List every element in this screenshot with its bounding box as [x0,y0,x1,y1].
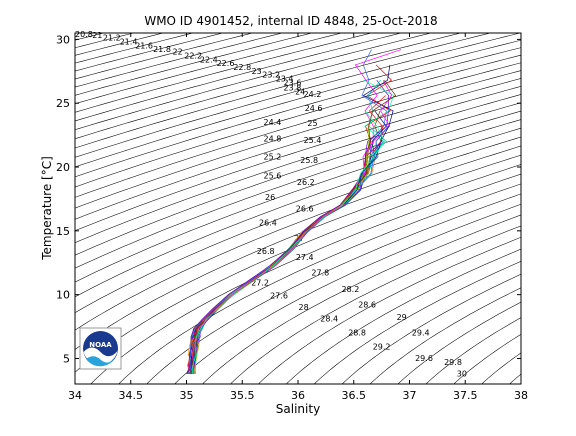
profile-line [187,205,340,373]
density-contour-label: 20.8 [75,30,93,39]
density-contour-label: 28.6 [358,300,376,309]
density-contour-label: 29.6 [415,354,433,363]
density-contour-label: 26 [265,193,275,202]
density-contour-label: 26.4 [259,219,277,228]
profile-line [193,205,343,373]
density-contour-label: 29.2 [373,343,391,352]
profile-line [188,190,354,374]
profile-line [187,205,341,373]
profile-line [190,142,383,374]
profile-line [190,157,369,374]
density-contour-line [0,27,516,391]
density-contour-label: 21 [92,31,102,40]
x-tick-label: 36.5 [342,389,367,402]
density-contour-label: 29.4 [412,329,430,338]
density-contour-line [336,27,576,391]
profile-line [190,217,325,374]
chart-title: WMO ID 4901452, internal ID 4848, 25-Oct… [144,14,437,28]
density-contour-label: 28 [299,303,309,312]
density-contour-label: 26.8 [257,247,275,256]
profile-line [190,249,291,374]
density-contour-label: 21.8 [153,45,171,54]
density-contour-line [503,27,576,391]
density-contour-label: 28.4 [320,315,338,324]
density-contour-label: 25 [307,119,317,128]
density-contour-label: 22.4 [200,55,218,64]
profile-line [191,50,387,374]
density-contour-label: 24.8 [263,135,281,144]
density-contour-label: 22.6 [217,59,235,68]
density-contour-label: 26.2 [297,178,315,187]
density-contour-label: 25.6 [263,172,281,181]
density-contour-line [57,27,576,391]
x-tick-label: 35.5 [230,389,255,402]
x-tick-label: 34 [68,389,82,402]
density-contour-label: 22.8 [233,63,251,72]
density-contour-label: 25.2 [263,152,281,161]
profile-line [188,65,392,374]
x-axis-label: Salinity [276,402,320,416]
density-contour-label: 24.6 [305,104,323,113]
density-contour-line [85,27,576,391]
density-contour-label: 22 [173,48,183,57]
density-contour-line [113,27,576,391]
density-contour-label: 23 [252,67,262,76]
noaa-logo: NOAA [80,328,121,369]
density-contour-line [0,27,10,391]
density-contour-label: 27.4 [296,253,314,262]
profile-lines [187,50,401,374]
density-contour-label: 29.8 [444,358,462,367]
density-contour-label: 30 [457,369,467,378]
density-contour-label: 21.2 [103,34,121,43]
profile-line [188,173,366,373]
x-tick-label: 35 [180,389,194,402]
y-tick-label: 30 [56,33,70,46]
density-contour-line [0,27,40,391]
x-tick-label: 37.5 [453,389,478,402]
y-tick-label: 5 [63,352,70,365]
y-tick-label: 15 [56,225,70,238]
density-contour-line [168,27,576,391]
density-contour-label: 26.6 [296,205,314,214]
density-contour-label: 28.8 [348,329,366,338]
density-contour-label: 28.2 [341,285,359,294]
logo-text: NOAA [89,341,112,349]
density-contour-label: 27.6 [270,292,288,301]
density-contour-label: 27.8 [311,269,329,278]
density-contour-line [558,27,576,391]
profile-line [191,190,357,374]
density-contour-label: 25.4 [304,136,322,145]
y-tick-label: 25 [56,97,70,110]
density-contour-line [0,27,249,391]
profile-line [189,205,341,373]
density-contour-line [364,27,576,391]
density-contour-label: 24.2 [304,90,322,99]
profile-line [190,249,290,374]
x-tick-label: 38 [514,389,528,402]
density-contour-line [531,27,576,391]
density-contour-label: 25.8 [300,156,318,165]
profile-line [191,173,365,373]
density-contour-line [0,27,70,391]
profile-line [193,205,344,373]
x-tick-label: 34.5 [119,389,144,402]
density-contour-label: 24.4 [263,118,281,127]
x-tick-label: 36 [291,389,305,402]
profile-line [189,126,369,374]
x-tick-label: 37 [403,389,417,402]
y-tick-label: 10 [56,289,70,302]
y-axis-label: Temperature [°C] [40,156,54,261]
density-contour-line [419,27,576,391]
y-tick-label: 20 [56,161,70,174]
density-contour-label: 21.6 [135,41,153,50]
density-contour-line [0,27,457,391]
density-contour-label: 29 [397,313,407,322]
